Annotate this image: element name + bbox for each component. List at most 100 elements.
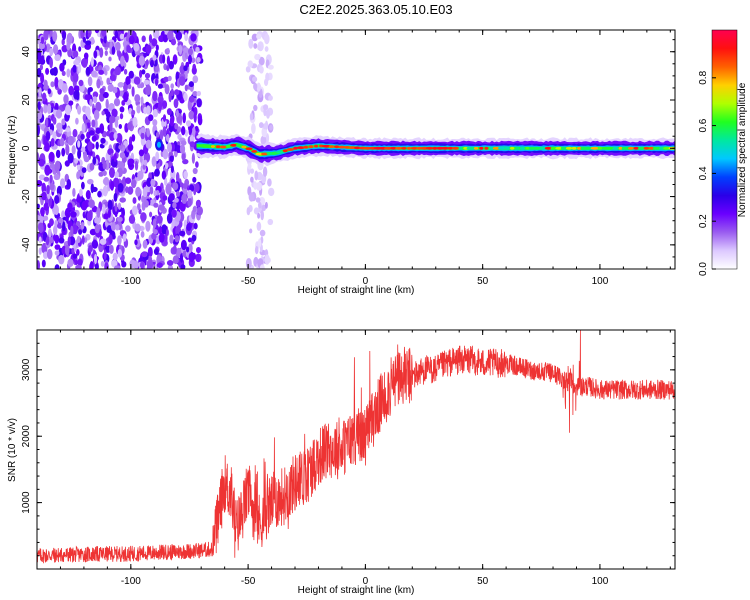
spectrogram-cell <box>648 146 655 150</box>
spectrogram-cell <box>68 85 75 96</box>
spectrogram-cell <box>102 161 107 170</box>
spectrogram-cell <box>72 129 78 138</box>
spectrogram-cell <box>114 66 122 76</box>
spectrogram-cell <box>37 117 40 124</box>
spectrogram-cell <box>192 126 196 138</box>
spectrogram-cell <box>98 171 104 177</box>
spectrogram-cell <box>114 117 119 128</box>
spectrogram-cell <box>43 79 48 90</box>
spectrogram-cell <box>191 66 197 75</box>
spectrogram-cell <box>108 56 112 62</box>
spectrogram-cell <box>246 207 251 216</box>
colorbar-gradient <box>711 29 738 270</box>
spectrogram-cell <box>251 150 258 153</box>
spectrogram-cell <box>191 252 196 260</box>
spectrogram-cell <box>165 133 170 142</box>
spectrogram-cell <box>253 104 258 112</box>
spectrogram-cell <box>172 201 177 209</box>
spectrogram-cell <box>49 48 54 56</box>
spectrogram-cell <box>145 59 149 66</box>
spectrogram-cell <box>107 83 114 92</box>
spectrogram-cell <box>187 189 193 199</box>
spectrogram-cell <box>43 251 48 259</box>
spectrogram-cell <box>37 101 41 111</box>
spectrogram-cell <box>94 217 98 224</box>
spectrogram-cell <box>134 260 139 269</box>
spectrogram-cell <box>140 127 147 134</box>
spectrogram-cell <box>165 183 172 195</box>
spectrogram-cell <box>133 76 141 85</box>
spectrogram-cell <box>560 146 567 150</box>
spectrogram-ytick-label: -20 <box>21 189 32 204</box>
spectrogram-cell <box>37 124 40 136</box>
spectrogram-cell <box>174 235 180 243</box>
spectrogram-cell <box>61 118 66 126</box>
spectrogram-cell <box>248 38 254 49</box>
spectrogram-cell <box>187 197 192 207</box>
spectrogram-cell <box>134 223 141 232</box>
spectrogram-cell <box>152 108 159 118</box>
figure-title: C2E2.2025.363.05.10.E03 <box>299 2 452 17</box>
spectrogram-cell <box>138 149 145 157</box>
spectrogram-cell <box>175 247 182 258</box>
spectrogram-cell <box>308 145 314 149</box>
spectrogram-cell <box>177 126 182 133</box>
spectrogram-cell <box>132 197 137 204</box>
spectrogram-cell <box>109 131 116 141</box>
spectrogram-cell <box>157 101 162 112</box>
spectrogram-cell <box>141 35 146 43</box>
spectrogram-cell <box>182 112 186 124</box>
spectrogram-cell <box>54 102 59 112</box>
spectrogram-cell <box>250 176 254 183</box>
spectrogram-cell <box>162 54 166 64</box>
spectrogram-cell <box>117 202 122 210</box>
spectrogram-cell <box>81 200 88 211</box>
spectrogram-cell <box>100 80 104 86</box>
snr-axes: -100 -50 0 50 100 1000 2000 3000 <box>21 329 675 587</box>
spectrogram-cell <box>395 146 403 150</box>
spectrogram-cell <box>111 46 116 55</box>
spectrogram-cell <box>76 196 82 203</box>
spectrogram-cell <box>119 106 125 113</box>
spectrogram-cell <box>75 117 79 125</box>
spectrogram-cell <box>196 247 201 254</box>
spectrogram-cell <box>172 54 178 65</box>
spectrogram-cell <box>334 145 340 149</box>
spectrogram-cell <box>96 78 101 89</box>
spectrogram-cell <box>161 224 168 235</box>
spectrogram-cell <box>191 234 197 242</box>
spectrogram-cell <box>67 258 74 267</box>
spectrogram-cell <box>192 176 197 183</box>
spectrogram-cell <box>45 131 51 141</box>
spectrogram-cell <box>140 96 144 106</box>
spectrogram-cell <box>230 143 238 147</box>
spectrogram-cell <box>81 123 86 133</box>
colorbar-tick-label: 0.2 <box>698 214 709 228</box>
spectrogram-cell <box>253 181 258 190</box>
spectrogram-cell <box>210 145 215 148</box>
spectrogram-cell <box>254 170 259 181</box>
spectrogram-cell <box>43 202 50 211</box>
spectrogram-cell <box>169 234 174 244</box>
spectrogram-cell <box>140 261 145 269</box>
spectrogram-cell <box>338 145 346 149</box>
spectrogram-cell <box>54 160 61 171</box>
spectrogram-cell <box>259 229 266 237</box>
spectrogram-cell <box>54 250 60 256</box>
spectrogram-cell <box>143 52 148 58</box>
spectrogram-cell <box>89 162 95 171</box>
snr-ytick-label: 3000 <box>21 358 32 381</box>
spectrogram-cell <box>179 144 186 154</box>
spectrogram-cell <box>119 197 126 203</box>
spectrogram-cell <box>172 182 179 191</box>
snr-xtick-label: 100 <box>592 576 609 587</box>
spectrogram-cell <box>65 104 71 116</box>
spectrogram-cell <box>191 57 196 64</box>
spectrogram-panel: -100 -50 0 50 100 -40 -20 0 20 40 Height of strai… <box>7 29 676 296</box>
spectrogram-cell <box>72 187 76 197</box>
spectrogram-cell <box>61 45 68 53</box>
spectrogram-cell <box>170 88 174 97</box>
spectrogram-cell <box>153 190 157 197</box>
